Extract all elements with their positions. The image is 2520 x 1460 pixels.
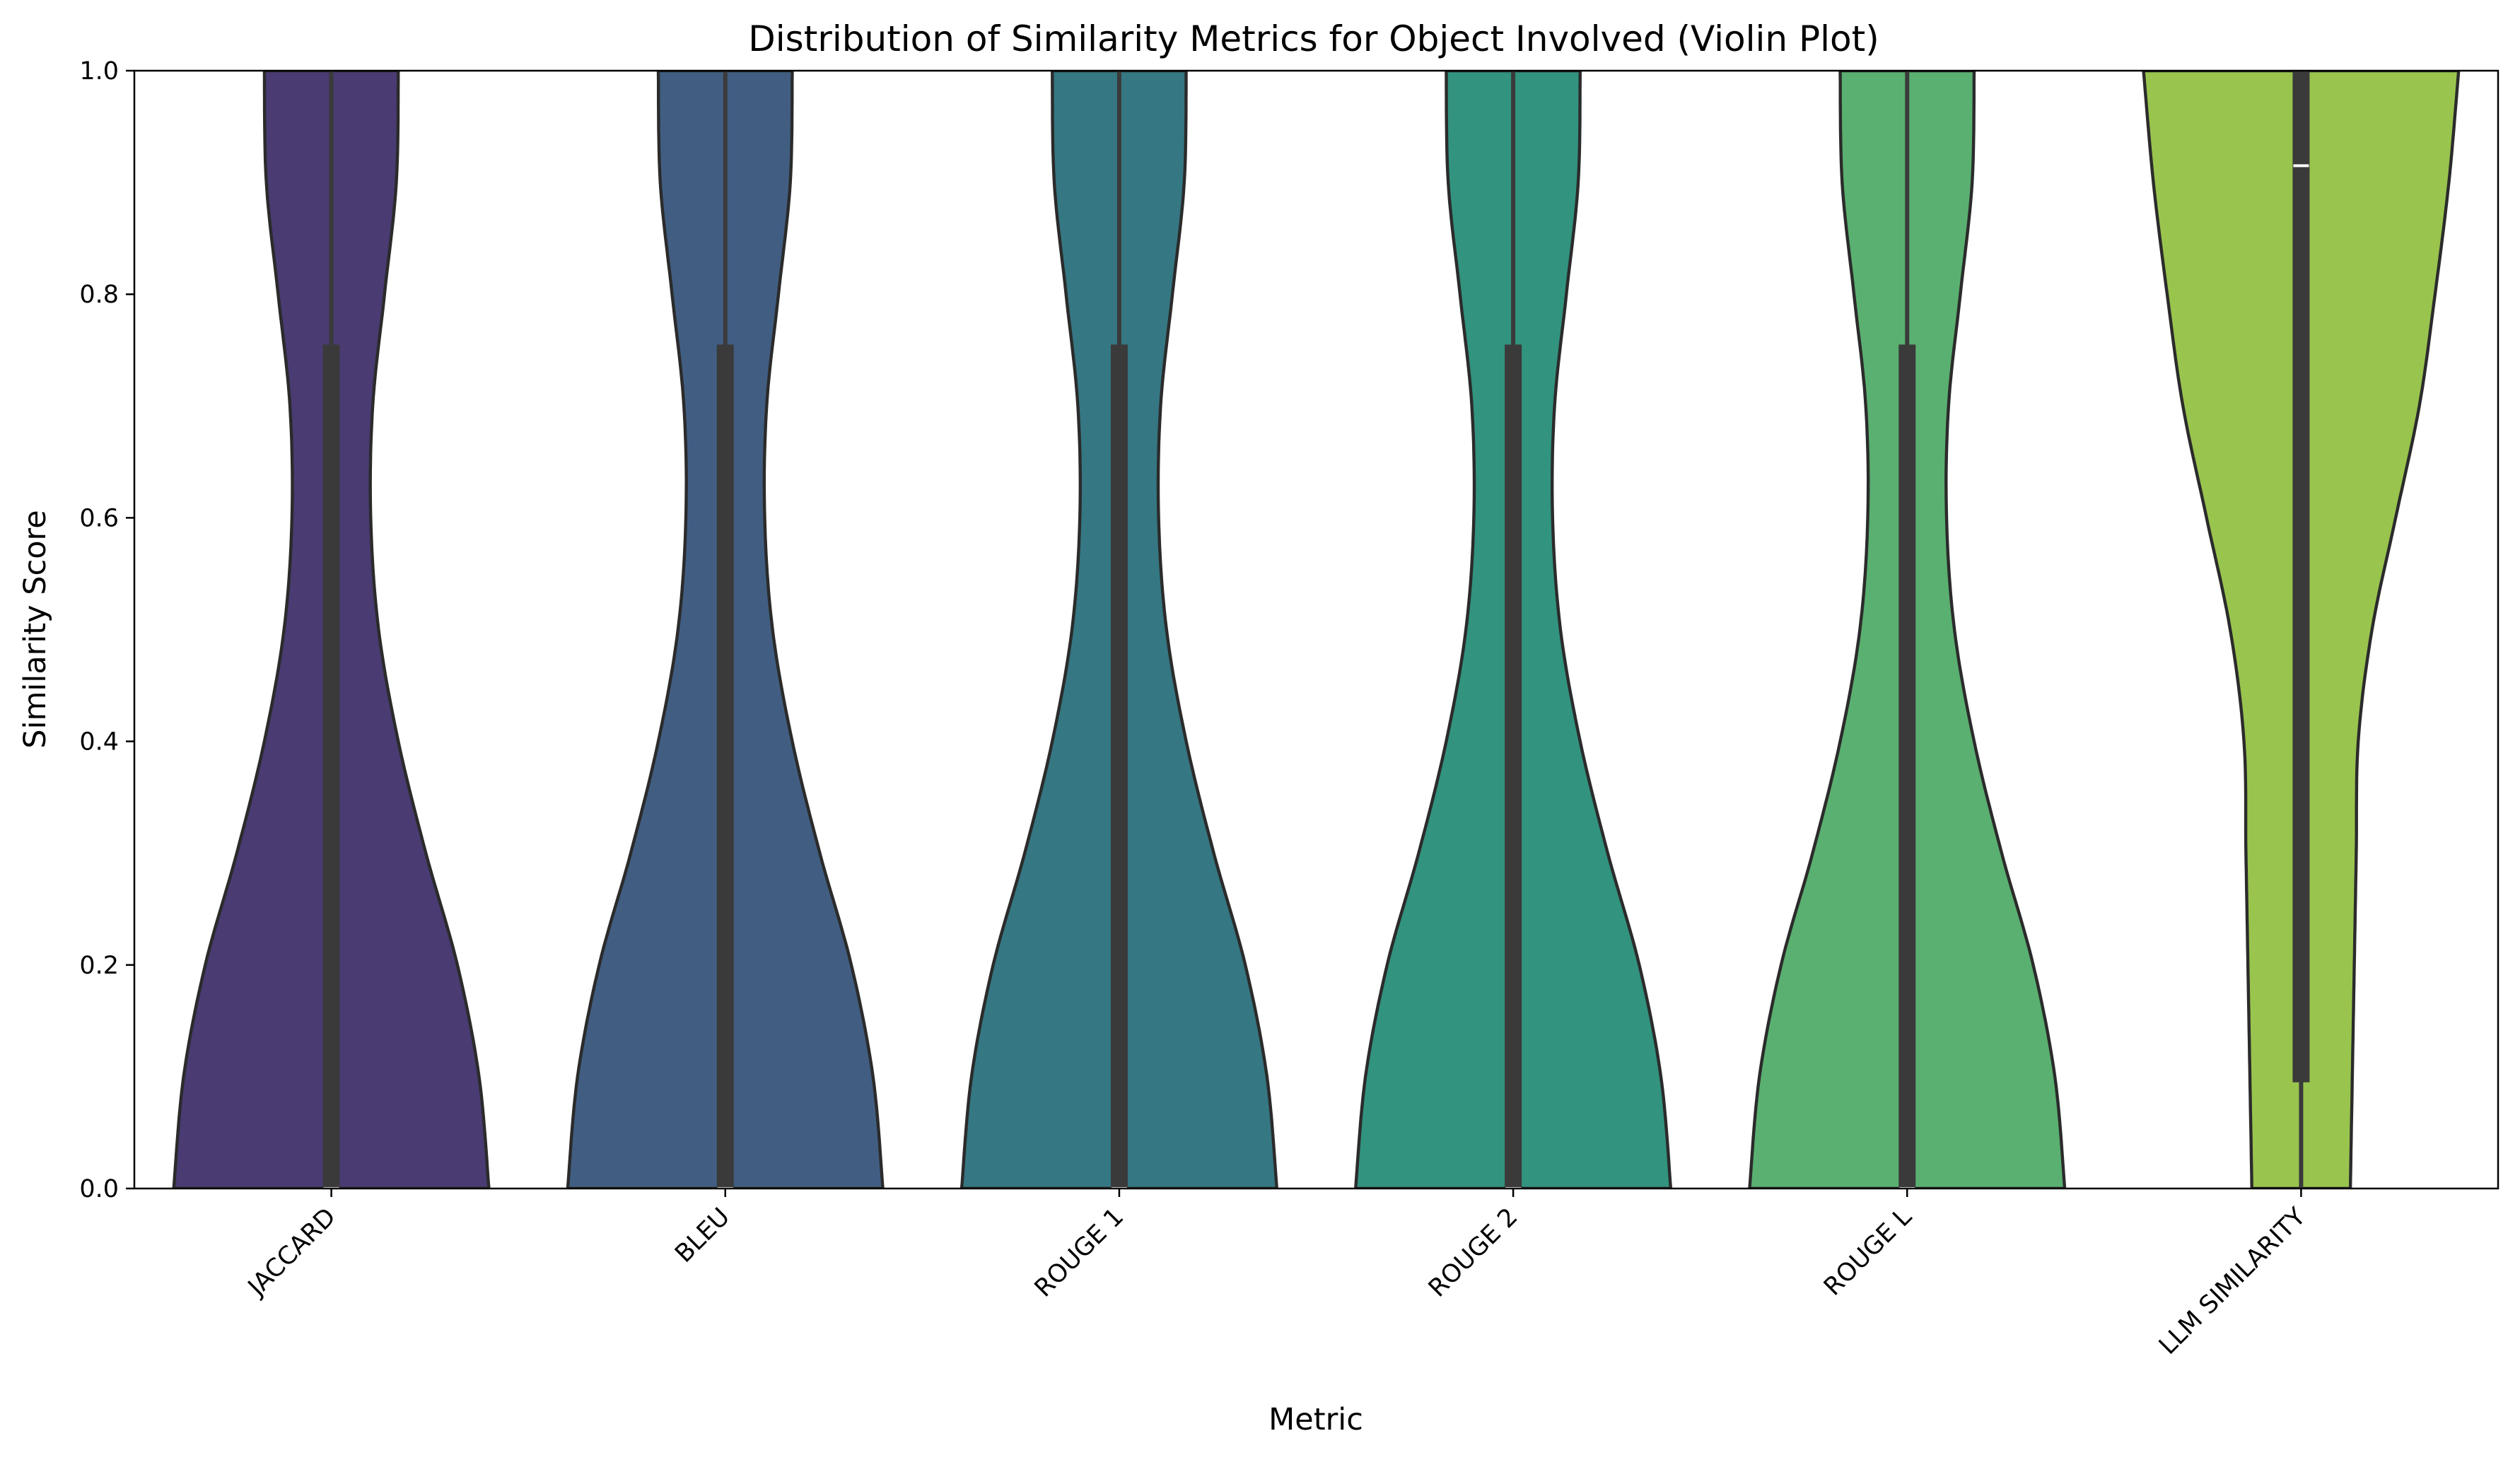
x-tick-label: ROUGE 1 [1029,1203,1130,1303]
iqr-box [1110,344,1128,1189]
chart-title: Distribution of Similarity Metrics for O… [748,18,1879,59]
x-tick-label: JACCARD [242,1203,342,1302]
x-tick-label: ROUGE 2 [1423,1203,1524,1303]
violins [172,71,2461,1189]
box-rouge-2 [1505,71,1522,1190]
x-tick-label: LLM SIMILARITY [2154,1203,2311,1360]
box-llm-similarity [2292,71,2310,1189]
y-tick-label: 0.6 [79,504,119,532]
x-tick-label: BLEU [670,1203,735,1268]
x-tick-label: ROUGE L [1819,1203,1918,1302]
iqr-box [716,344,734,1189]
x-axis-label: Metric [1268,1402,1363,1437]
iqr-box [1898,344,1916,1189]
plot-area: 0.0 0.2 0.4 0.6 0.8 1.0 JACCARD BLEU ROUGE 1 ROUG… [79,57,2499,1360]
y-tick-label: 0.4 [79,728,119,757]
plot-frame [133,69,2499,1190]
iqr-box [2292,71,2310,1082]
y-tick-label: 0.8 [79,281,119,309]
box-rouge-1 [1110,71,1128,1190]
box-rouge-l [1898,71,1916,1190]
y-axis-label: Similarity Score [18,510,53,748]
box-jaccard [322,71,340,1190]
y-tick-label: 0.0 [79,1175,119,1203]
box-bleu [716,71,734,1190]
y-tick-label: 1.0 [79,57,119,86]
y-tick-label: 0.2 [79,952,119,980]
iqr-box [1505,344,1522,1189]
iqr-box [322,344,340,1189]
